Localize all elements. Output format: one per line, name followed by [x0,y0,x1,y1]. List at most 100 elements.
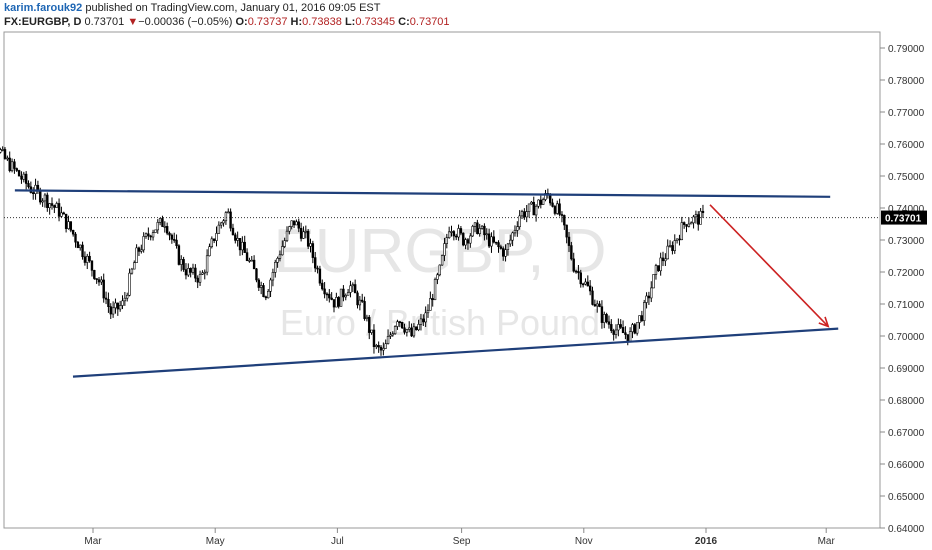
candle-body [118,305,122,310]
candle-body [154,229,157,233]
candle-body [182,259,185,270]
candle-body [297,221,300,229]
candle-body [314,257,317,269]
candle-body [248,260,251,262]
y-tick-label: 0.67000 [888,428,925,439]
candle-body [363,301,366,319]
candle-body [661,257,665,262]
y-tick-label: 0.72000 [888,268,925,279]
candle-body [520,211,524,217]
y-tick-label: 0.64000 [888,524,925,535]
publisher-name[interactable]: karim.farouk92 [4,2,83,14]
candle-body [541,199,545,205]
candle-body [332,299,336,308]
candle-body [422,318,425,323]
candle-body [252,259,256,270]
close-label: C: [398,16,410,28]
candle-body [170,234,174,240]
y-tick-label: 0.65000 [888,492,925,503]
close-value: 0.73701 [409,16,450,28]
candle-body [27,183,30,188]
candle-body [539,199,543,205]
candle-body [302,231,305,239]
y-tick-label: 0.73000 [888,236,925,247]
candle-body [88,255,91,262]
candle-body [180,259,183,265]
candle-body [144,233,148,237]
candle-body [22,173,26,180]
arrowhead-icon [818,316,830,328]
candle-body [346,292,350,296]
candle-body [614,329,618,335]
open-value: 0.73737 [247,16,288,28]
candle-body [391,333,394,336]
candle-body [377,345,380,348]
candle-body [612,330,615,335]
candle-body [93,269,96,279]
candle-body [269,279,272,292]
x-tick-label: Sep [453,536,471,547]
candle-body [419,318,423,325]
last-price-tag [881,210,927,225]
candle-body [682,222,686,225]
candle-body [532,201,535,216]
candle-body [511,232,514,241]
candle-body [57,203,61,217]
down-triangle-icon: ▼ [127,16,139,28]
candle-body [671,245,674,251]
candle-body [20,175,23,180]
candle-body [654,265,658,275]
candle-body [635,322,639,334]
candle-body [53,205,56,208]
candle-body [424,312,427,323]
candle-body [645,295,648,303]
x-tick-label: Mar [818,536,836,547]
candle-body [478,228,481,234]
y-tick-label: 0.79000 [888,44,925,55]
candle-body [400,321,404,329]
candle-body [255,268,258,281]
candle-body [137,247,141,252]
candle-body [643,302,646,321]
candle-body [184,269,188,276]
x-tick-label: Nov [575,536,593,547]
watermark-name: Euro / British Pound [280,302,600,343]
candle-body [650,287,653,299]
candle-body [393,326,397,335]
candle-body [24,173,28,184]
candle-body [647,295,651,299]
candle-body [537,199,540,207]
candle-body [586,281,590,287]
price-axis[interactable]: 0.79000 0.78000 0.77000 0.76000 0.75000 0.740… [880,44,927,535]
candle-body [603,314,606,323]
candle-body [135,247,138,263]
candle-body [459,228,463,234]
candle-body [534,205,538,216]
candle-body [678,238,681,241]
candle-body [46,194,49,208]
candle-body [598,303,601,307]
candle-body [497,242,500,248]
candle-body [311,243,315,258]
candle-body [516,226,519,231]
candle-body [15,168,18,171]
candle-body [321,282,324,290]
candle-body [605,314,608,323]
time-axis[interactable]: Mar May Jul Sep Nov 2016 Mar [84,528,835,547]
candle-body [640,315,644,321]
chart-grid [3,31,881,529]
candle-body [64,213,68,229]
candle-body [556,203,559,214]
candle-body [163,226,167,228]
chart-frame [3,31,881,529]
candle-body [229,211,232,229]
candle-body [443,243,446,256]
candle-body [257,279,261,288]
candle-body [8,157,11,171]
candle-body [579,272,582,285]
candle-body [577,271,580,274]
candle-body [502,248,505,257]
candle-body [191,267,195,273]
symbol-watermark: EURGBP, D Euro / British Pound [273,217,606,343]
